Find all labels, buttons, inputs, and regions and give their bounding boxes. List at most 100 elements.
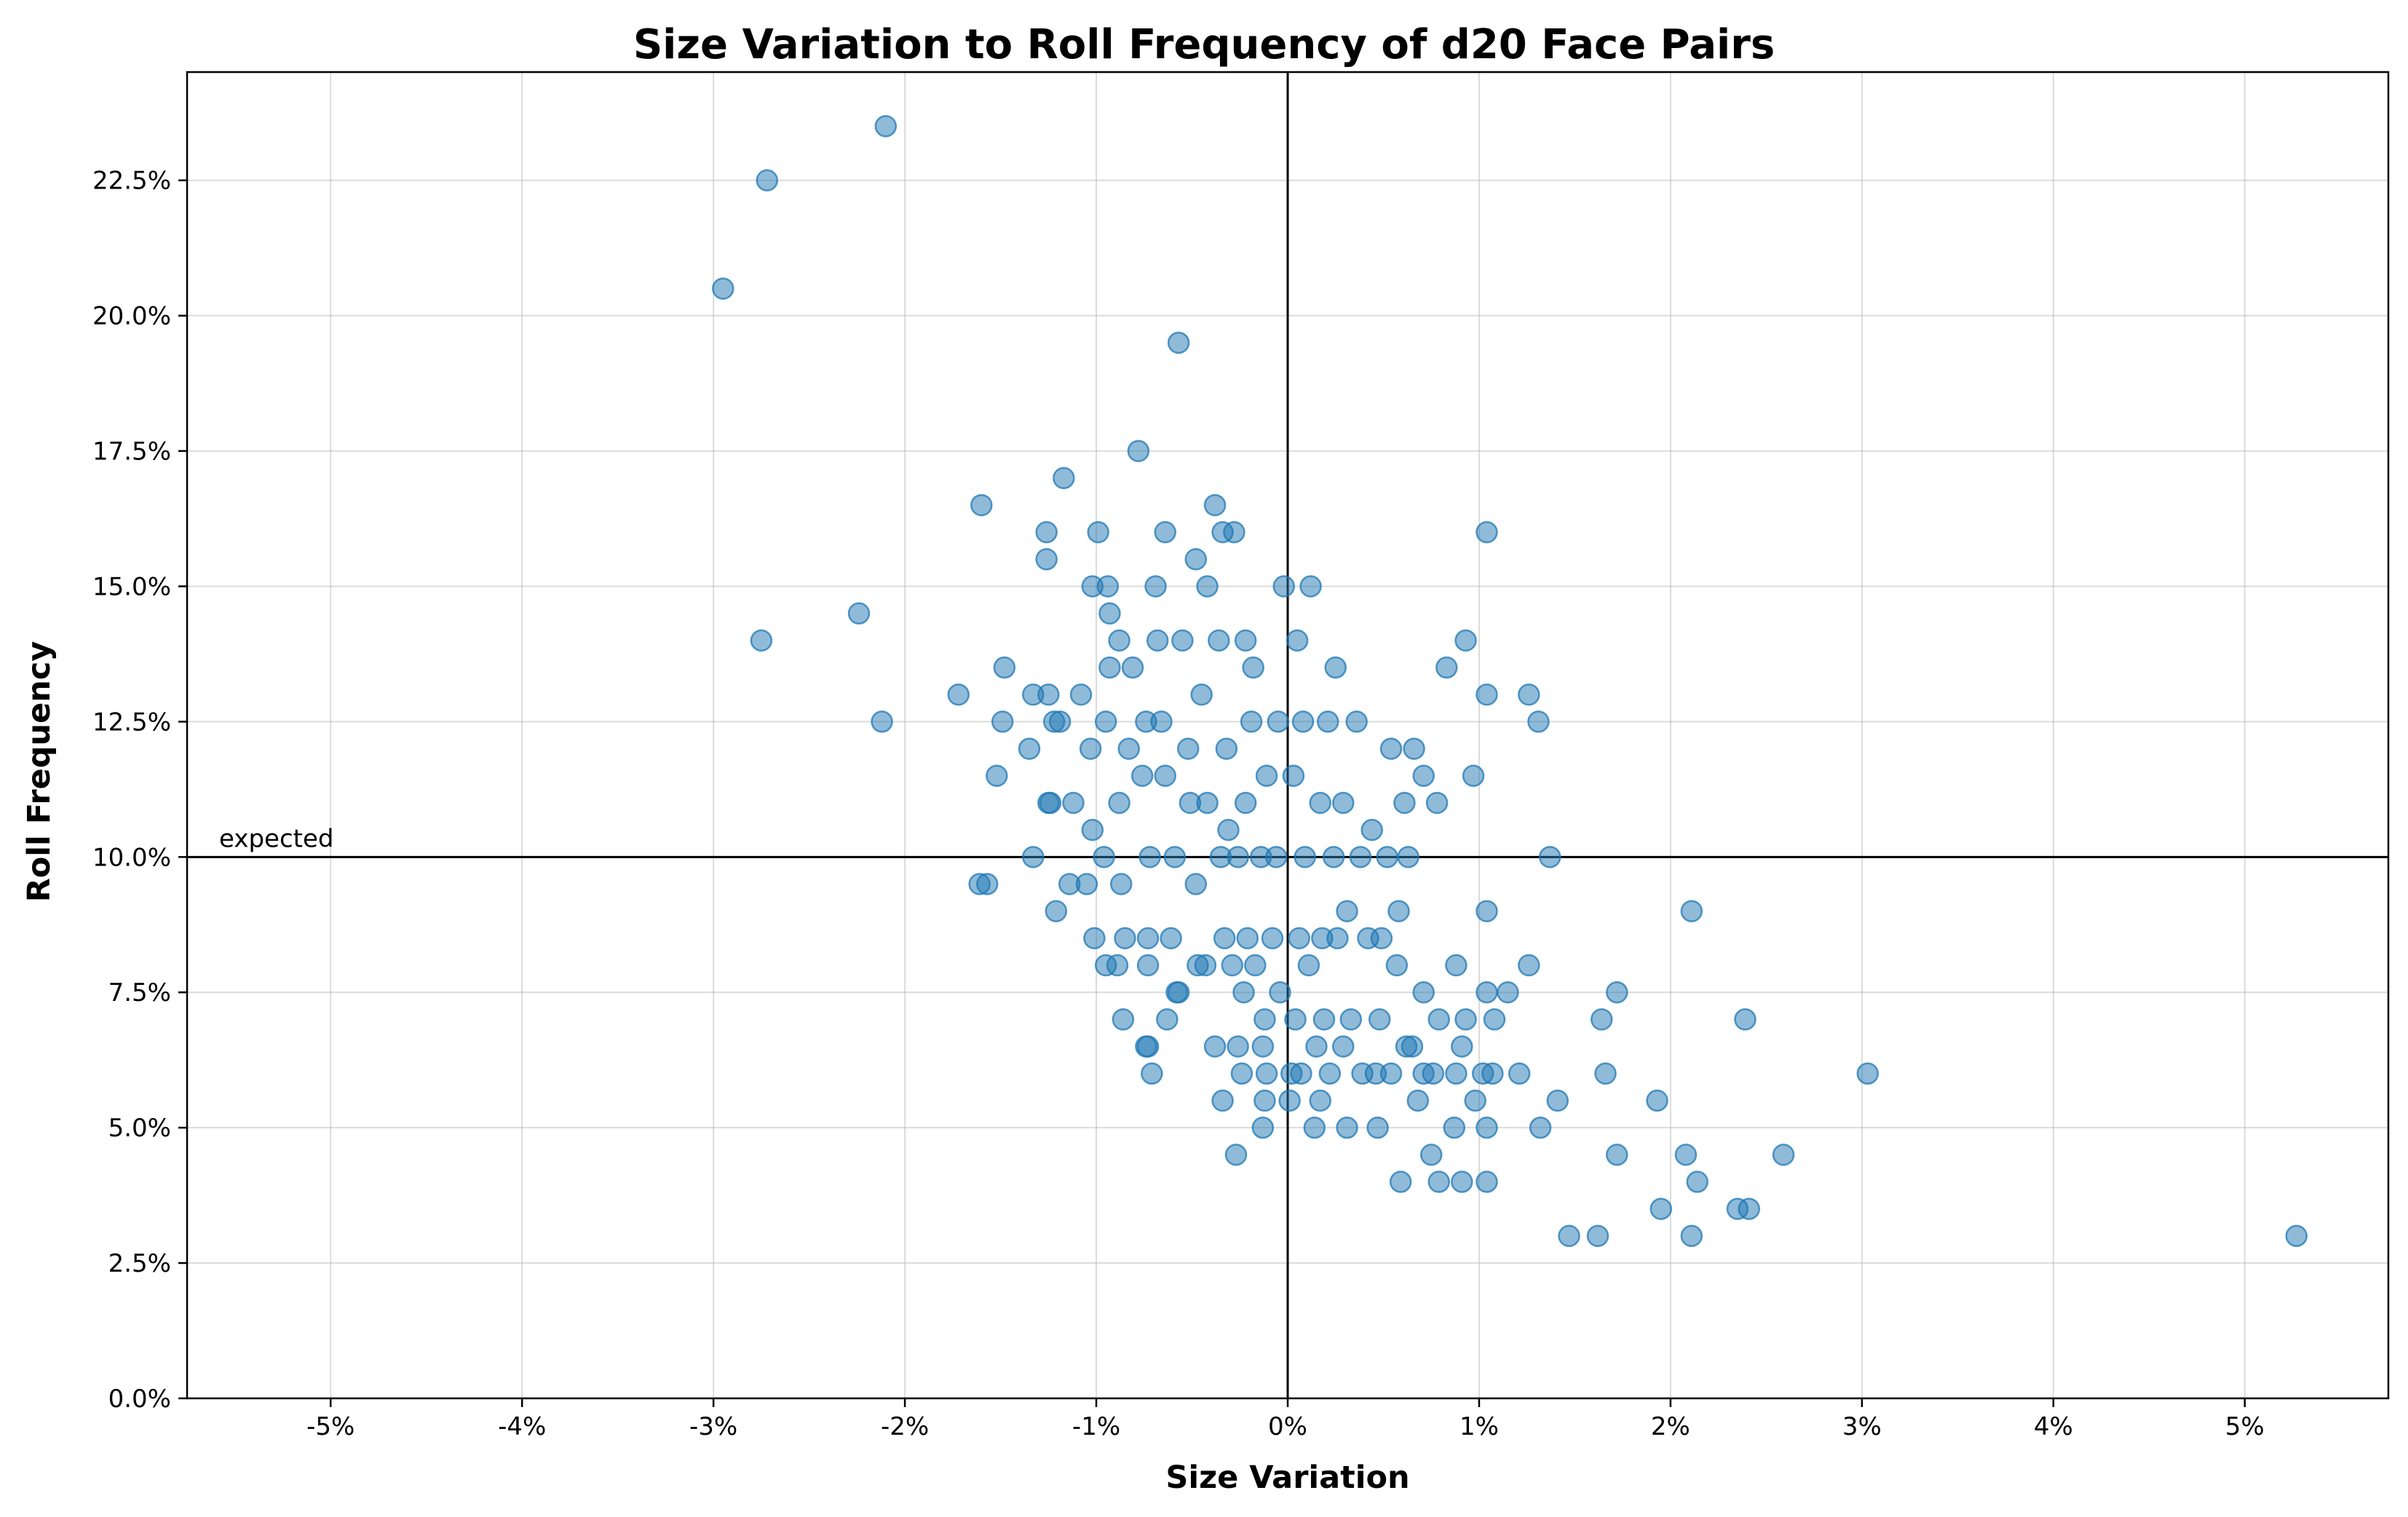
data-point — [1208, 629, 1230, 652]
y-tick-label: 2.5% — [108, 1249, 171, 1278]
data-point — [1303, 1116, 1326, 1139]
data-point — [1483, 1008, 1506, 1031]
data-point — [1240, 710, 1263, 733]
data-point — [991, 710, 1014, 733]
data-point — [1518, 954, 1540, 977]
data-point — [1211, 1089, 1234, 1112]
data-point — [1291, 710, 1315, 733]
data-point — [1586, 1224, 1609, 1248]
data-point — [1244, 954, 1267, 977]
data-point — [1196, 791, 1219, 815]
data-point — [1280, 1062, 1303, 1085]
data-points — [712, 115, 2308, 1248]
data-point — [1227, 846, 1249, 868]
data-point — [1058, 873, 1081, 895]
data-point — [1094, 954, 1117, 977]
y-tick-label: 5.0% — [108, 1114, 171, 1143]
data-point — [1272, 575, 1295, 598]
y-tick-label: 15.0% — [92, 572, 171, 601]
x-tick-label: 1% — [1460, 1412, 1499, 1441]
data-point — [1138, 846, 1161, 868]
data-point — [1177, 737, 1200, 760]
data-point — [1345, 710, 1368, 733]
data-point — [1856, 1062, 1880, 1085]
data-point — [1318, 1062, 1342, 1085]
data-point — [1454, 1008, 1477, 1031]
data-point — [1435, 656, 1458, 679]
x-axis-ticks: -5% -4% -3% -2% -1% 0% 1% 2% 3% 4% 5% — [306, 1398, 2265, 1441]
data-point — [874, 115, 898, 138]
data-point — [1529, 1116, 1552, 1139]
data-point — [712, 277, 734, 300]
data-point — [1146, 629, 1169, 652]
data-point — [1079, 737, 1102, 760]
data-point — [1196, 575, 1219, 598]
reference-lines — [187, 72, 2388, 1398]
data-point — [1680, 900, 1703, 922]
data-point — [1412, 981, 1435, 1004]
x-tick-label: 4% — [2034, 1412, 2073, 1441]
data-point — [970, 494, 993, 517]
data-point — [1389, 1171, 1412, 1193]
data-point — [1403, 737, 1425, 760]
data-point — [1649, 1197, 1673, 1220]
data-point — [1606, 1144, 1628, 1166]
data-point — [1081, 818, 1104, 841]
data-point — [1406, 1089, 1430, 1112]
data-point — [1087, 520, 1109, 544]
data-point — [1332, 791, 1355, 815]
data-point — [1316, 710, 1339, 733]
data-point — [1451, 1171, 1473, 1193]
data-point — [1282, 764, 1305, 788]
data-point — [1234, 629, 1257, 652]
data-point — [1686, 1171, 1708, 1193]
chart-title: Size Variation to Roll Frequency of d20 … — [633, 21, 1775, 68]
data-point — [1035, 520, 1058, 544]
data-point — [1234, 791, 1257, 815]
x-tick-label: 3% — [1842, 1412, 1882, 1441]
data-point — [1376, 846, 1398, 868]
data-point — [1324, 656, 1347, 679]
data-point — [1167, 331, 1190, 355]
data-point — [1154, 520, 1176, 544]
data-point — [871, 710, 893, 733]
data-point — [1379, 737, 1403, 760]
data-point — [1150, 710, 1173, 733]
data-point — [1136, 954, 1160, 977]
x-tick-label: -5% — [306, 1412, 355, 1441]
x-tick-label: -1% — [1072, 1412, 1120, 1441]
data-point — [1184, 548, 1208, 571]
data-point — [1546, 1089, 1569, 1112]
data-point — [1227, 1035, 1249, 1058]
data-point — [1397, 846, 1419, 868]
data-point — [1255, 1062, 1278, 1085]
data-point — [1508, 1062, 1531, 1085]
data-point — [1443, 1116, 1466, 1139]
data-point — [1094, 710, 1117, 733]
expected-annotation: expected — [219, 824, 333, 853]
data-point — [1476, 1116, 1498, 1139]
data-point — [1305, 1035, 1328, 1058]
data-point — [1339, 1008, 1363, 1031]
data-point — [1454, 629, 1477, 652]
data-point — [1194, 954, 1217, 977]
data-point — [1312, 1008, 1336, 1031]
data-point — [1109, 873, 1133, 895]
data-point — [1299, 575, 1322, 598]
data-point — [1349, 846, 1372, 868]
data-point — [1364, 1062, 1387, 1085]
x-tick-label: -3% — [689, 1412, 737, 1441]
data-point — [1476, 900, 1498, 922]
data-point — [1035, 548, 1058, 571]
data-point — [1734, 1008, 1757, 1031]
data-point — [1412, 764, 1435, 788]
data-point — [1427, 1171, 1450, 1193]
data-point — [1476, 683, 1498, 706]
data-point — [1539, 846, 1561, 868]
data-point — [1445, 954, 1468, 977]
data-point — [2285, 1224, 2308, 1248]
data-point — [1121, 656, 1144, 679]
data-point — [1395, 1035, 1418, 1058]
data-point — [1053, 467, 1075, 490]
data-point — [1332, 1035, 1355, 1058]
